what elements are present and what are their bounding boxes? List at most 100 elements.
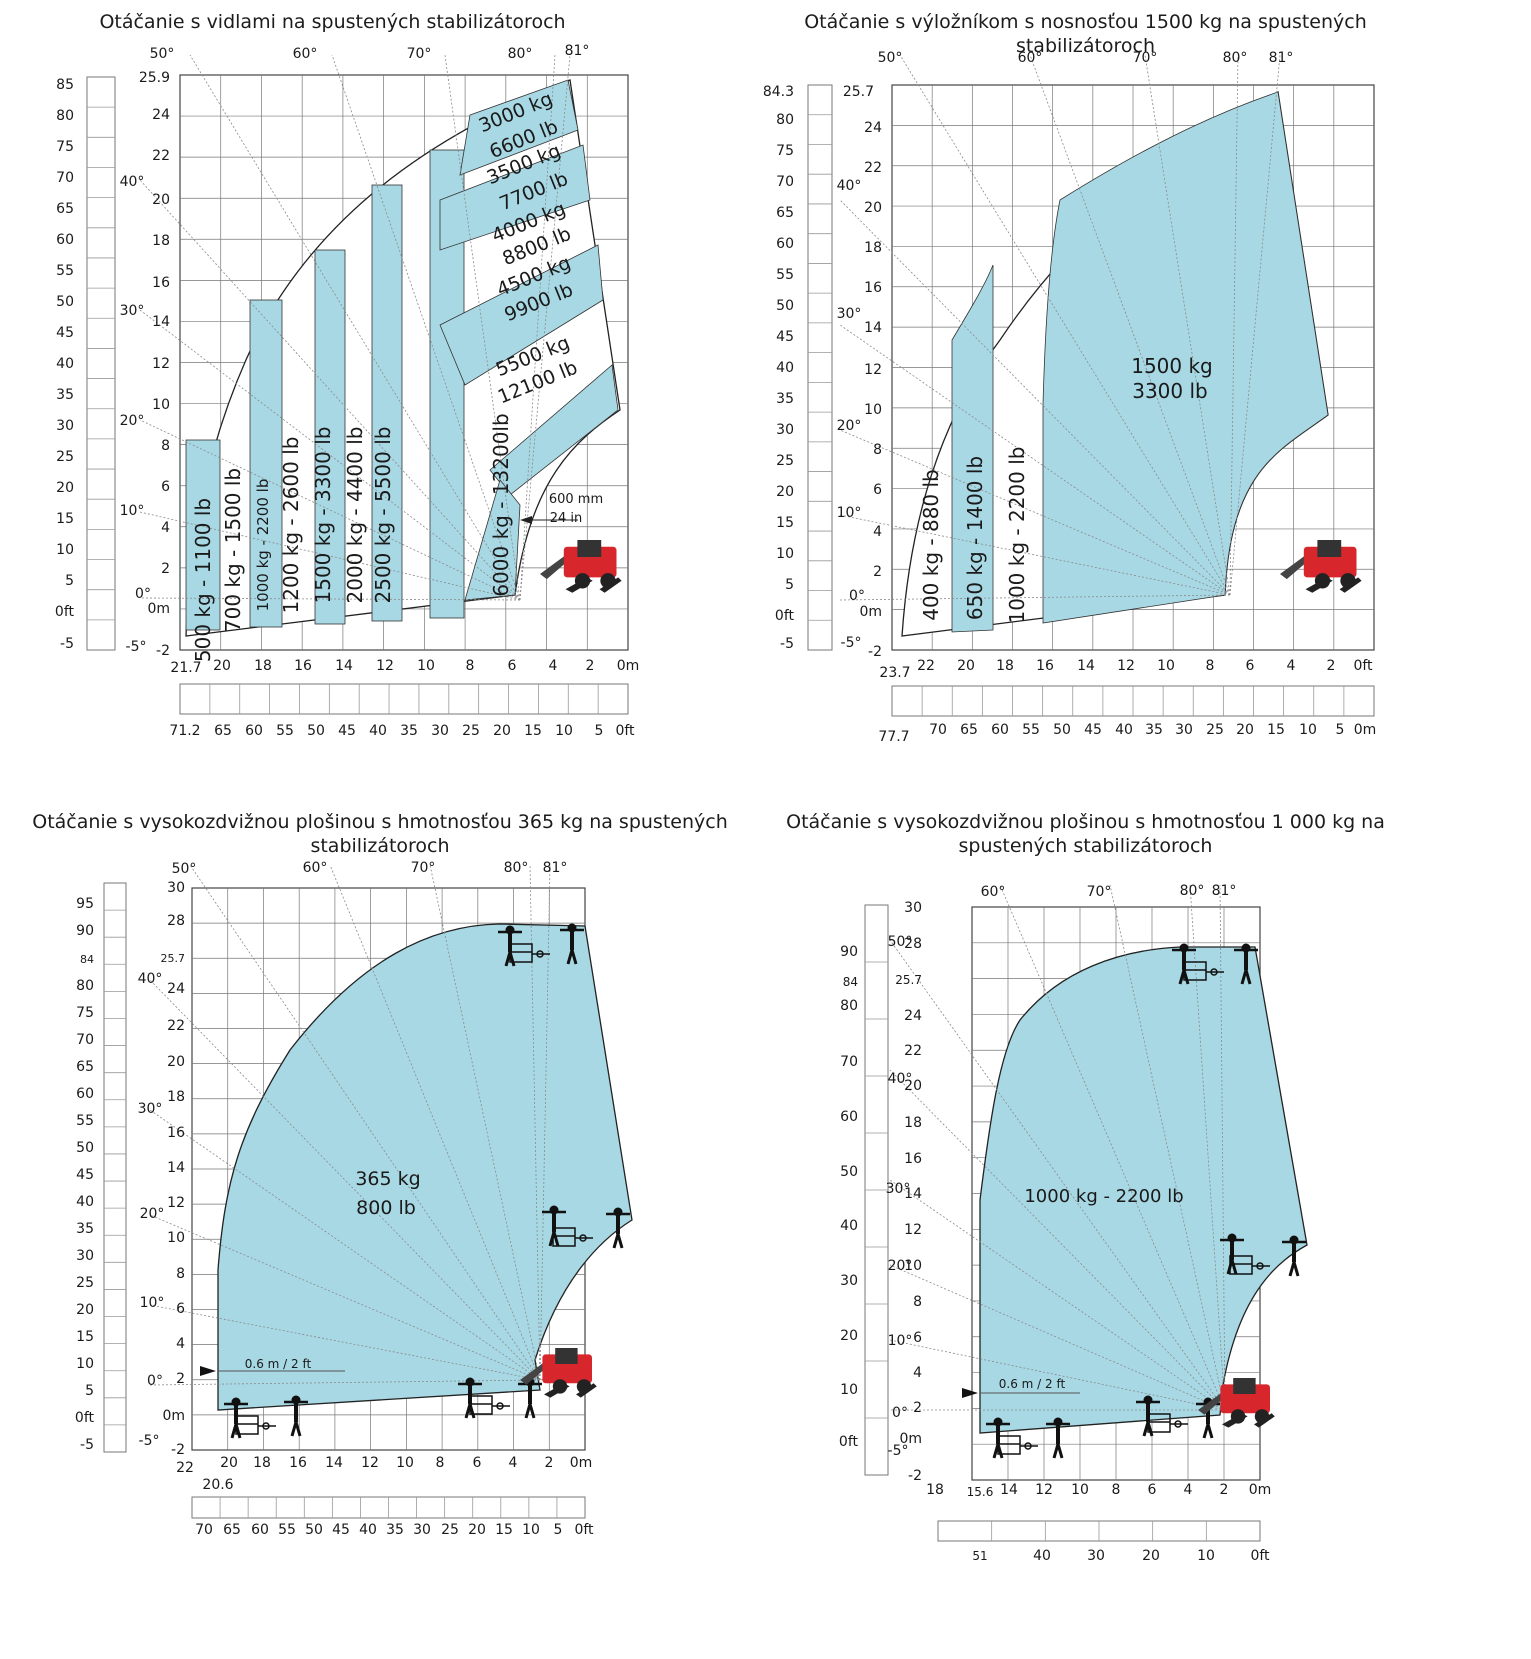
y-tick-m: -2 (171, 1442, 185, 1458)
y-tick-ft: 10 (56, 542, 74, 558)
operator-icon (1234, 943, 1258, 985)
y-tick-ft: 25 (56, 449, 74, 465)
x-tick-m: 22 (176, 1460, 194, 1476)
y-tick-ft: 10 (776, 546, 794, 562)
angle-label: 81° (565, 43, 590, 59)
y-tick-m: 0m (162, 1408, 185, 1424)
angle-ray (139, 511, 521, 601)
chart-jib-svg: 400 kg - 880 lb 650 kg - 1400 lb 1000 kg -… (763, 50, 1377, 745)
y-tick-m: 6 (873, 482, 882, 498)
operator-icon (1220, 1233, 1244, 1275)
y-tick-m: 14 (864, 320, 882, 336)
x-tick-m: 8 (436, 1455, 445, 1471)
x-tick-m: 8 (1206, 658, 1215, 674)
ft-scale-bar (179, 683, 629, 715)
y-tick-m: 30 (904, 900, 922, 916)
zone-label: 1500 kg - 3300 lb (311, 427, 335, 604)
annotation-label: 600 mm (549, 492, 603, 507)
y-tick-ft: 84 (843, 975, 858, 989)
x-tick-m: 4 (549, 658, 558, 674)
load-zone-band (1042, 91, 1329, 624)
angle-label: 20° (120, 413, 145, 429)
y-tick-ft: 60 (776, 236, 794, 252)
angle-label: -5° (888, 1443, 909, 1459)
operator-icon (518, 1377, 542, 1419)
y-tick-ft: 20 (76, 1302, 94, 1318)
x-tick-m: 4 (1184, 1482, 1193, 1498)
load-zone-band (439, 244, 604, 386)
x-tick-ft: 10 (522, 1522, 540, 1538)
angle-ray (839, 429, 1231, 596)
y-tick-ft: 40 (840, 1218, 858, 1234)
y-tick-ft: 20 (776, 484, 794, 500)
angle-label: 0° (135, 586, 151, 602)
x-tick-m: 2 (1327, 658, 1336, 674)
angle-label: 81° (1212, 883, 1237, 899)
y-tick-m: 12 (864, 362, 882, 378)
x-tick-ft: 5 (554, 1522, 563, 1538)
y-tick-m: 20 (167, 1054, 185, 1070)
x-tick-m: 6 (508, 658, 517, 674)
x-tick-ft: 15 (1267, 722, 1285, 738)
dimension-arrow (200, 1366, 216, 1376)
x-tick-ft: 40 (1115, 722, 1133, 738)
y-tick-ft: 65 (776, 205, 794, 221)
x-tick-ft: 0ft (574, 1522, 594, 1538)
x-tick-m: 8 (1112, 1482, 1121, 1498)
y-tick-m: 0m (859, 604, 882, 620)
y-tick-m: 18 (167, 1089, 185, 1105)
y-tick-m: 14 (167, 1160, 185, 1176)
y-tick-m: 12 (904, 1222, 922, 1238)
chart-forks-svg: 500 kg - 1100 lb 700 kg - 1500 lb 1000 kg … (55, 43, 639, 739)
y-tick-ft: 50 (776, 298, 794, 314)
y-tick-ft: 55 (776, 267, 794, 283)
y-tick-ft: 65 (56, 201, 74, 217)
zone-label: 650 kg - 1400 lb (963, 456, 987, 620)
x-tick-ft: 45 (332, 1522, 350, 1538)
y-tick-m: 4 (161, 520, 170, 536)
x-tick-ft: 0m (1354, 722, 1377, 738)
y-tick-ft: 15 (776, 515, 794, 531)
x-tick-m: 16 (1036, 658, 1054, 674)
y-tick-m: 4 (176, 1336, 185, 1352)
y-tick-ft: 30 (776, 422, 794, 438)
angle-ray (149, 979, 541, 1381)
y-tick-m: -2 (868, 644, 882, 660)
x-tick-ft: 71.2 (169, 723, 200, 739)
y-tick-ft: 80 (776, 112, 794, 128)
zone-label: 1000 kg - 2200 lb (1005, 447, 1029, 624)
x-tick-ft: 10 (1197, 1548, 1215, 1564)
x-tick-m: 10 (396, 1455, 414, 1471)
x-tick-ft: 25 (1206, 722, 1224, 738)
y-tick-ft: 95 (76, 896, 94, 912)
x-tick-ft: 30 (1175, 722, 1193, 738)
y-tick-m: 25.7 (843, 84, 874, 100)
x-tick-ft: 0ft (615, 723, 635, 739)
angle-ray (889, 1264, 1226, 1411)
y-tick-ft: 35 (56, 387, 74, 403)
angle-label: 0° (892, 1405, 908, 1421)
y-tick-ft: 55 (76, 1113, 94, 1129)
x-tick-ft: 65 (214, 723, 232, 739)
zone-label: 2500 kg - 5500 lb (371, 427, 395, 604)
y-tick-m: 10 (152, 397, 170, 413)
x-tick-ft: 25 (441, 1522, 459, 1538)
chart-title: Otáčanie s výložníkom s nosnosťou 1500 k… (804, 11, 1367, 57)
angle-label: 40° (120, 174, 145, 190)
y-tick-ft: 90 (76, 923, 94, 939)
x-tick-ft: 35 (400, 723, 418, 739)
y-tick-m: 25.9 (139, 70, 170, 86)
annotation-label: 0.6 m / 2 ft (999, 1377, 1066, 1391)
angle-label: 40° (888, 1071, 913, 1087)
y-tick-ft: 15 (56, 511, 74, 527)
y-tick-ft: 0ft (75, 1410, 95, 1426)
y-tick-m: 25.7 (895, 973, 922, 987)
zone-label: 3300 lb (1132, 379, 1208, 403)
y-tick-m: 2 (913, 1400, 922, 1416)
y-tick-ft: 5 (65, 573, 74, 589)
x-tick-ft: 5 (595, 723, 604, 739)
x-tick-m: 15.6 (967, 1485, 994, 1499)
y-tick-m: 20 (152, 192, 170, 208)
y-tick-ft: 10 (840, 1382, 858, 1398)
chart-title: Otáčanie s vysokozdvižnou plošinou s hmo… (786, 811, 1385, 857)
